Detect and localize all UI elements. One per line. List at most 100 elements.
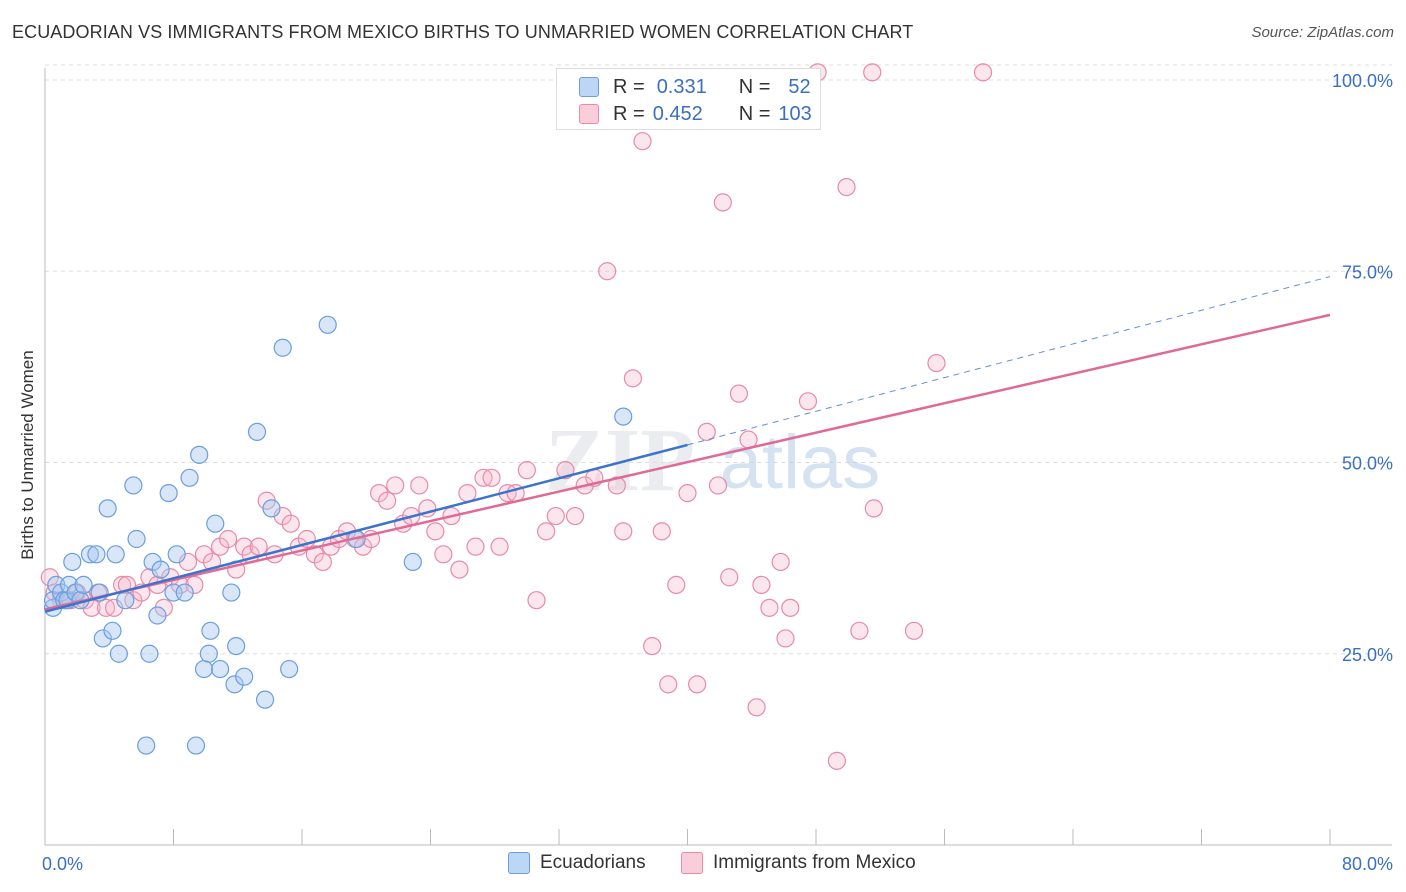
legend-r-label: R = [613, 102, 645, 125]
data-point-mexico [798, 392, 818, 411]
data-point-mexico [434, 545, 453, 564]
data-point-mexico [863, 63, 882, 82]
data-point-ecuadorian [137, 736, 156, 755]
legend-n-value: 52 [788, 75, 811, 98]
data-point-mexico [482, 468, 501, 487]
legend-r-value: 0.452 [652, 102, 703, 125]
data-point-ecuadorian [227, 636, 246, 656]
trend-lines [44, 276, 1331, 613]
data-point-ecuadorian [87, 545, 106, 564]
data-point-mexico [466, 537, 485, 556]
data-point-ecuadorian [93, 629, 112, 648]
data-point-mexico [708, 476, 728, 495]
legend-swatch-pink [579, 104, 599, 124]
data-point-mexico [927, 353, 946, 373]
data-point-mexico [697, 422, 716, 441]
chart-title: ECUADORIAN VS IMMIGRANTS FROM MEXICO BIR… [12, 22, 914, 42]
data-point-mexico [378, 491, 397, 510]
data-point-ecuadorian [167, 545, 186, 564]
data-point-mexico [537, 522, 556, 541]
x-tick-label: 0.0% [42, 854, 83, 874]
data-point-ecuadorian [614, 407, 633, 426]
data-point-ecuadorian [63, 552, 82, 572]
data-point-ecuadorian [186, 736, 206, 755]
data-point-mexico [973, 63, 993, 82]
data-point-ecuadorian [127, 529, 146, 549]
data-point-ecuadorian [103, 621, 122, 640]
bottom-legend-swatch-blue [508, 852, 530, 874]
grid [45, 64, 1392, 655]
legend-swatch-blue [579, 77, 599, 97]
data-point-ecuadorian [235, 667, 254, 686]
data-point-mexico [904, 621, 924, 640]
data-point-ecuadorian [116, 591, 135, 610]
watermark-atlas: atlas [720, 420, 881, 505]
data-point-mexico [249, 537, 268, 556]
trend-line-ecuadorians [44, 443, 688, 613]
data-point-mexico [760, 598, 779, 617]
bottom-legend-label: Immigrants from Mexico [713, 852, 916, 873]
data-point-ecuadorian [255, 690, 275, 709]
data-point-mexico [490, 537, 509, 556]
data-point-mexico [729, 384, 749, 403]
data-point-mexico [837, 178, 856, 197]
data-point-ecuadorian [206, 514, 225, 533]
y-axis-label: Births to Unmarried Women [18, 350, 37, 559]
trend-line-mexico [44, 313, 1331, 611]
data-point-ecuadorian [148, 606, 167, 625]
data-point-ecuadorian [74, 575, 93, 595]
data-point-mexico [776, 629, 795, 648]
data-point-ecuadorian [318, 315, 337, 334]
data-point-ecuadorian [159, 484, 178, 503]
data-point-mexico [720, 568, 739, 587]
data-point-ecuadorian [210, 659, 230, 679]
watermark-zip: ZIP [545, 411, 695, 510]
data-point-mexico [614, 522, 633, 541]
bottom-legend-label: Ecuadorians [540, 852, 646, 873]
data-point-mexico [827, 751, 846, 770]
legend-n-label: N = [738, 75, 771, 98]
data-point-mexico [219, 529, 238, 549]
bottom-legend-swatch-pink [681, 852, 703, 874]
y-tick-label: 25.0% [1342, 645, 1393, 665]
data-point-mexico [517, 461, 536, 480]
legend-r-value: 0.331 [656, 75, 707, 98]
y-tick-label: 100.0% [1332, 71, 1393, 91]
data-point-mexico [546, 506, 565, 526]
correlation-legend: R = 0.331 N = 52 R = 0.452 N = 103 [556, 68, 821, 130]
data-point-mexico [450, 560, 469, 579]
data-point-mexico [386, 476, 405, 495]
source-label: Source: ZipAtlas.com [1251, 24, 1394, 41]
data-point-ecuadorian [201, 621, 220, 640]
data-point-mexico [781, 598, 800, 617]
trend-line-ecuadorians-extension [687, 276, 1331, 446]
data-point-mexico [771, 552, 790, 572]
data-point-mexico [633, 132, 652, 151]
data-point-mexico [747, 698, 766, 717]
bottom-legend-mexico: Immigrants from Mexico [681, 852, 916, 874]
data-point-mexico [426, 522, 445, 541]
data-point-ecuadorian [262, 499, 281, 518]
data-point-mexico [667, 575, 686, 595]
data-point-mexico [652, 522, 671, 541]
data-point-mexico [688, 675, 707, 694]
data-point-mexico [623, 369, 642, 388]
data-point-mexico [752, 575, 771, 595]
data-point-mexico [643, 636, 662, 656]
data-point-mexico [598, 262, 617, 281]
data-point-ecuadorian [180, 468, 199, 487]
data-point-mexico [659, 675, 678, 694]
data-point-ecuadorian [247, 422, 267, 441]
data-point-ecuadorian [199, 644, 218, 663]
data-point-ecuadorian [403, 552, 422, 572]
points-immigrants-from-mexico [40, 63, 993, 770]
data-point-ecuadorian [140, 644, 159, 663]
legend-row-ecuadorians: R = 0.331 N = 52 [579, 75, 811, 99]
data-point-ecuadorian [194, 659, 214, 679]
data-point-ecuadorian [109, 644, 128, 663]
legend-n-value: 103 [778, 102, 812, 125]
data-point-ecuadorian [225, 675, 244, 694]
data-point-ecuadorian [222, 583, 241, 602]
legend-r-label: R = [613, 75, 645, 98]
